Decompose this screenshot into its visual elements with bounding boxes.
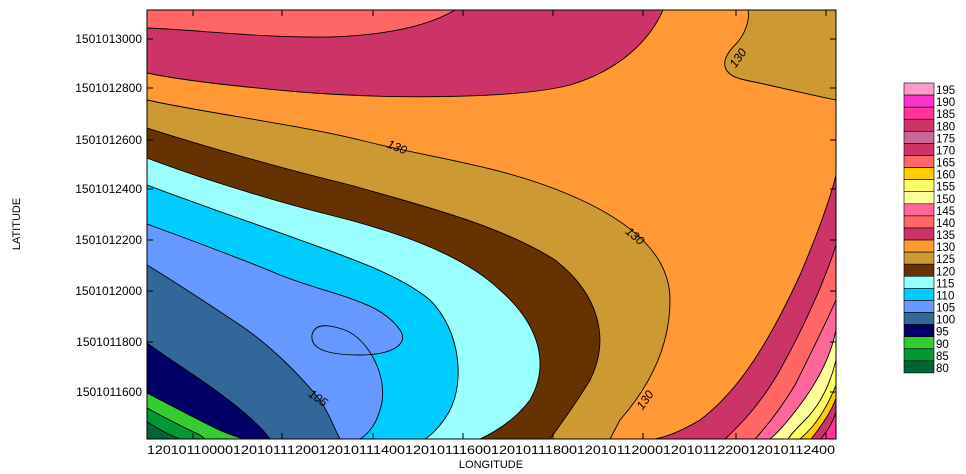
legend-swatch xyxy=(903,106,935,120)
legend-label: 95 xyxy=(936,327,949,339)
legend-swatch xyxy=(903,215,935,229)
legend-swatch xyxy=(903,288,935,301)
legend-swatch xyxy=(903,251,935,265)
y-tick-label: 1501011800 xyxy=(76,335,142,349)
legend-label: 180 xyxy=(936,121,955,133)
y-tick-label: 1501012000 xyxy=(75,284,142,298)
x-tick-label: 12010111600 xyxy=(405,443,491,457)
legend-label: 105 xyxy=(936,303,955,315)
legend-label: 175 xyxy=(936,133,955,145)
legend-swatch xyxy=(903,155,935,168)
axes: 1501013000 1501012800 1501012600 1501012400… xyxy=(75,10,836,457)
legend-swatch xyxy=(903,336,935,350)
y-tick-label: 1501012600 xyxy=(75,133,142,147)
legend-swatch xyxy=(903,263,935,277)
legend-label: 125 xyxy=(936,254,955,266)
legend-label: 185 xyxy=(936,109,955,121)
y-tick-label: 1501011600 xyxy=(76,385,142,399)
x-axis-title: LONGITUDE xyxy=(459,459,523,471)
legend-label: 190 xyxy=(936,97,955,109)
x-tick-label: 12010112200 xyxy=(663,443,749,457)
y-tick-label: 1501013000 xyxy=(75,32,142,46)
contour-band-salmon xyxy=(147,10,456,38)
legend-swatch xyxy=(903,300,935,313)
legend-swatch xyxy=(903,191,935,205)
legend-label: 120 xyxy=(936,266,955,278)
legend-label: 130 xyxy=(936,242,955,254)
y-axis-title: LATITUDE xyxy=(11,198,23,250)
legend-label: 110 xyxy=(936,290,954,302)
legend-label: 135 xyxy=(936,230,955,242)
legend-label: 90 xyxy=(936,339,949,351)
contour-band-darkgreen xyxy=(147,421,181,439)
legend-label: 170 xyxy=(936,145,955,157)
x-tick-label: 12010112000 xyxy=(577,443,663,457)
legend-swatch xyxy=(903,312,935,325)
legend-swatch xyxy=(903,239,935,253)
legend-label: 160 xyxy=(936,170,955,182)
legend-swatch xyxy=(903,203,935,217)
legend-label: 80 xyxy=(936,363,949,375)
x-tick-label: 12010110000 xyxy=(147,443,233,457)
legend-swatch xyxy=(903,82,935,96)
legend-swatch xyxy=(903,360,935,374)
legend-swatch xyxy=(903,324,935,337)
legend-label: 85 xyxy=(936,351,949,363)
legend-swatch xyxy=(903,131,935,144)
legend-swatch xyxy=(903,118,935,132)
legend-swatch xyxy=(903,227,935,241)
x-tick-label: 12010112400 xyxy=(749,443,835,457)
y-tick-label: 1501012800 xyxy=(75,81,142,95)
legend-label: 155 xyxy=(936,182,955,194)
legend-swatch xyxy=(903,275,935,289)
y-tick-label: 1501012400 xyxy=(75,182,142,196)
legend-swatch xyxy=(903,167,935,180)
x-tick-label: 12010111800 xyxy=(491,443,577,457)
plot-frame xyxy=(146,9,837,440)
legend-label: 100 xyxy=(936,315,955,327)
legend-swatch xyxy=(903,94,935,108)
legend: 1951901851801751701651601551501451401351… xyxy=(903,82,955,375)
legend-label: 150 xyxy=(936,194,955,206)
legend-swatch xyxy=(903,179,935,193)
legend-label: 140 xyxy=(936,218,955,230)
legend-label: 115 xyxy=(936,278,954,290)
legend-swatch xyxy=(903,143,935,156)
x-tick-label: 12010111200 xyxy=(233,443,319,457)
legend-label: 165 xyxy=(936,158,955,170)
x-tick-label: 12010111400 xyxy=(319,443,405,457)
contour-band-tan xyxy=(724,10,836,101)
y-tick-label: 1501012200 xyxy=(75,233,142,247)
legend-label: 145 xyxy=(936,206,955,218)
legend-label: 195 xyxy=(936,85,955,97)
legend-swatch xyxy=(903,348,935,362)
